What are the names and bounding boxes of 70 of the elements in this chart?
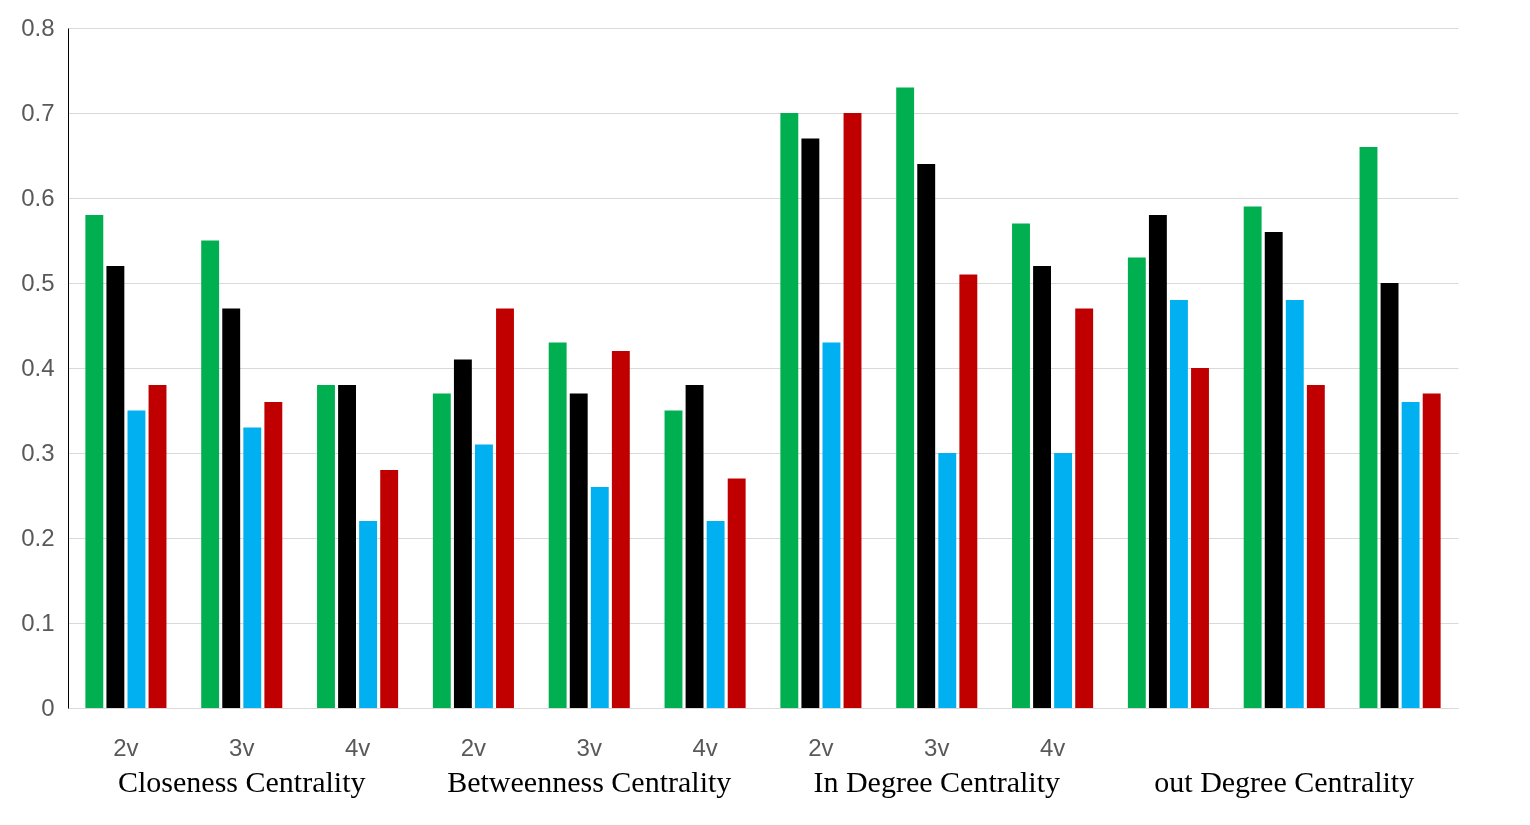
- x-tick-label: 2v: [808, 733, 834, 761]
- bar: [1264, 232, 1283, 708]
- bar: [1359, 147, 1378, 708]
- y-tick-label: 0.5: [21, 268, 55, 296]
- bar: [959, 274, 978, 708]
- y-tick-label: 0: [41, 693, 55, 721]
- bar: [1170, 300, 1188, 708]
- bar: [243, 427, 262, 708]
- bar: [843, 113, 862, 708]
- bar: [1422, 393, 1441, 708]
- text: In Degree Centrality: [813, 765, 1061, 798]
- text: Closeness Centrality: [118, 765, 366, 798]
- bar: [1127, 257, 1146, 708]
- bar: [801, 138, 820, 708]
- bar: [611, 351, 630, 708]
- text: out Degree Centrality: [1154, 765, 1415, 798]
- bar: [475, 444, 493, 708]
- bar: [664, 410, 683, 708]
- bar: [453, 359, 472, 708]
- x-tick-label: 3v: [576, 733, 602, 761]
- bar: [380, 470, 399, 708]
- bar: [822, 342, 841, 708]
- bar: [1191, 368, 1209, 708]
- bar: [1012, 223, 1030, 708]
- bar: [85, 215, 104, 708]
- bar: [201, 240, 220, 708]
- bar: [1285, 300, 1304, 708]
- bar: [317, 385, 335, 708]
- bar: [780, 113, 799, 708]
- bar: [1306, 385, 1325, 708]
- bar: [917, 164, 936, 708]
- y-tick-label: 0.3: [21, 438, 55, 466]
- bar: [338, 385, 356, 708]
- x-tick-label: 4v: [344, 733, 371, 761]
- bar: [1401, 402, 1420, 708]
- y-tick-label: 0.6: [21, 183, 55, 211]
- y-tick-label: 0.7: [21, 98, 55, 126]
- bar: [1054, 453, 1073, 708]
- bar: [706, 521, 725, 708]
- bar: [222, 308, 241, 708]
- bar: [548, 342, 567, 708]
- bar: [685, 385, 704, 708]
- bar: [938, 453, 957, 708]
- bar: [148, 385, 167, 708]
- x-tick-label: 4v: [692, 733, 718, 761]
- x-tick-label: 3v: [924, 733, 950, 761]
- bar: [106, 266, 125, 708]
- x-tick-label: 2v: [460, 733, 487, 761]
- bar: [1380, 283, 1399, 708]
- text: Betweenness Centrality: [447, 765, 732, 798]
- y-tick-label: 0.2: [21, 523, 55, 551]
- bar: [569, 393, 588, 708]
- bar: [1243, 206, 1262, 708]
- bar: [264, 402, 283, 708]
- bar: [1075, 308, 1094, 708]
- y-tick-label: 0.8: [21, 13, 55, 41]
- bar: [896, 87, 915, 708]
- bar: [127, 410, 146, 708]
- bar: [727, 478, 746, 708]
- bar: [590, 487, 609, 708]
- y-tick-label: 0.1: [21, 608, 55, 636]
- bar: [496, 308, 514, 708]
- bar: [359, 521, 378, 708]
- y-tick-label: 0.4: [21, 353, 55, 381]
- bar: [432, 393, 451, 708]
- bar: [1148, 215, 1167, 708]
- x-tick-label: 2v: [113, 733, 139, 761]
- x-tick-label: 3v: [229, 733, 255, 761]
- x-tick-label: 4v: [1039, 733, 1066, 761]
- bar: [1033, 266, 1051, 708]
